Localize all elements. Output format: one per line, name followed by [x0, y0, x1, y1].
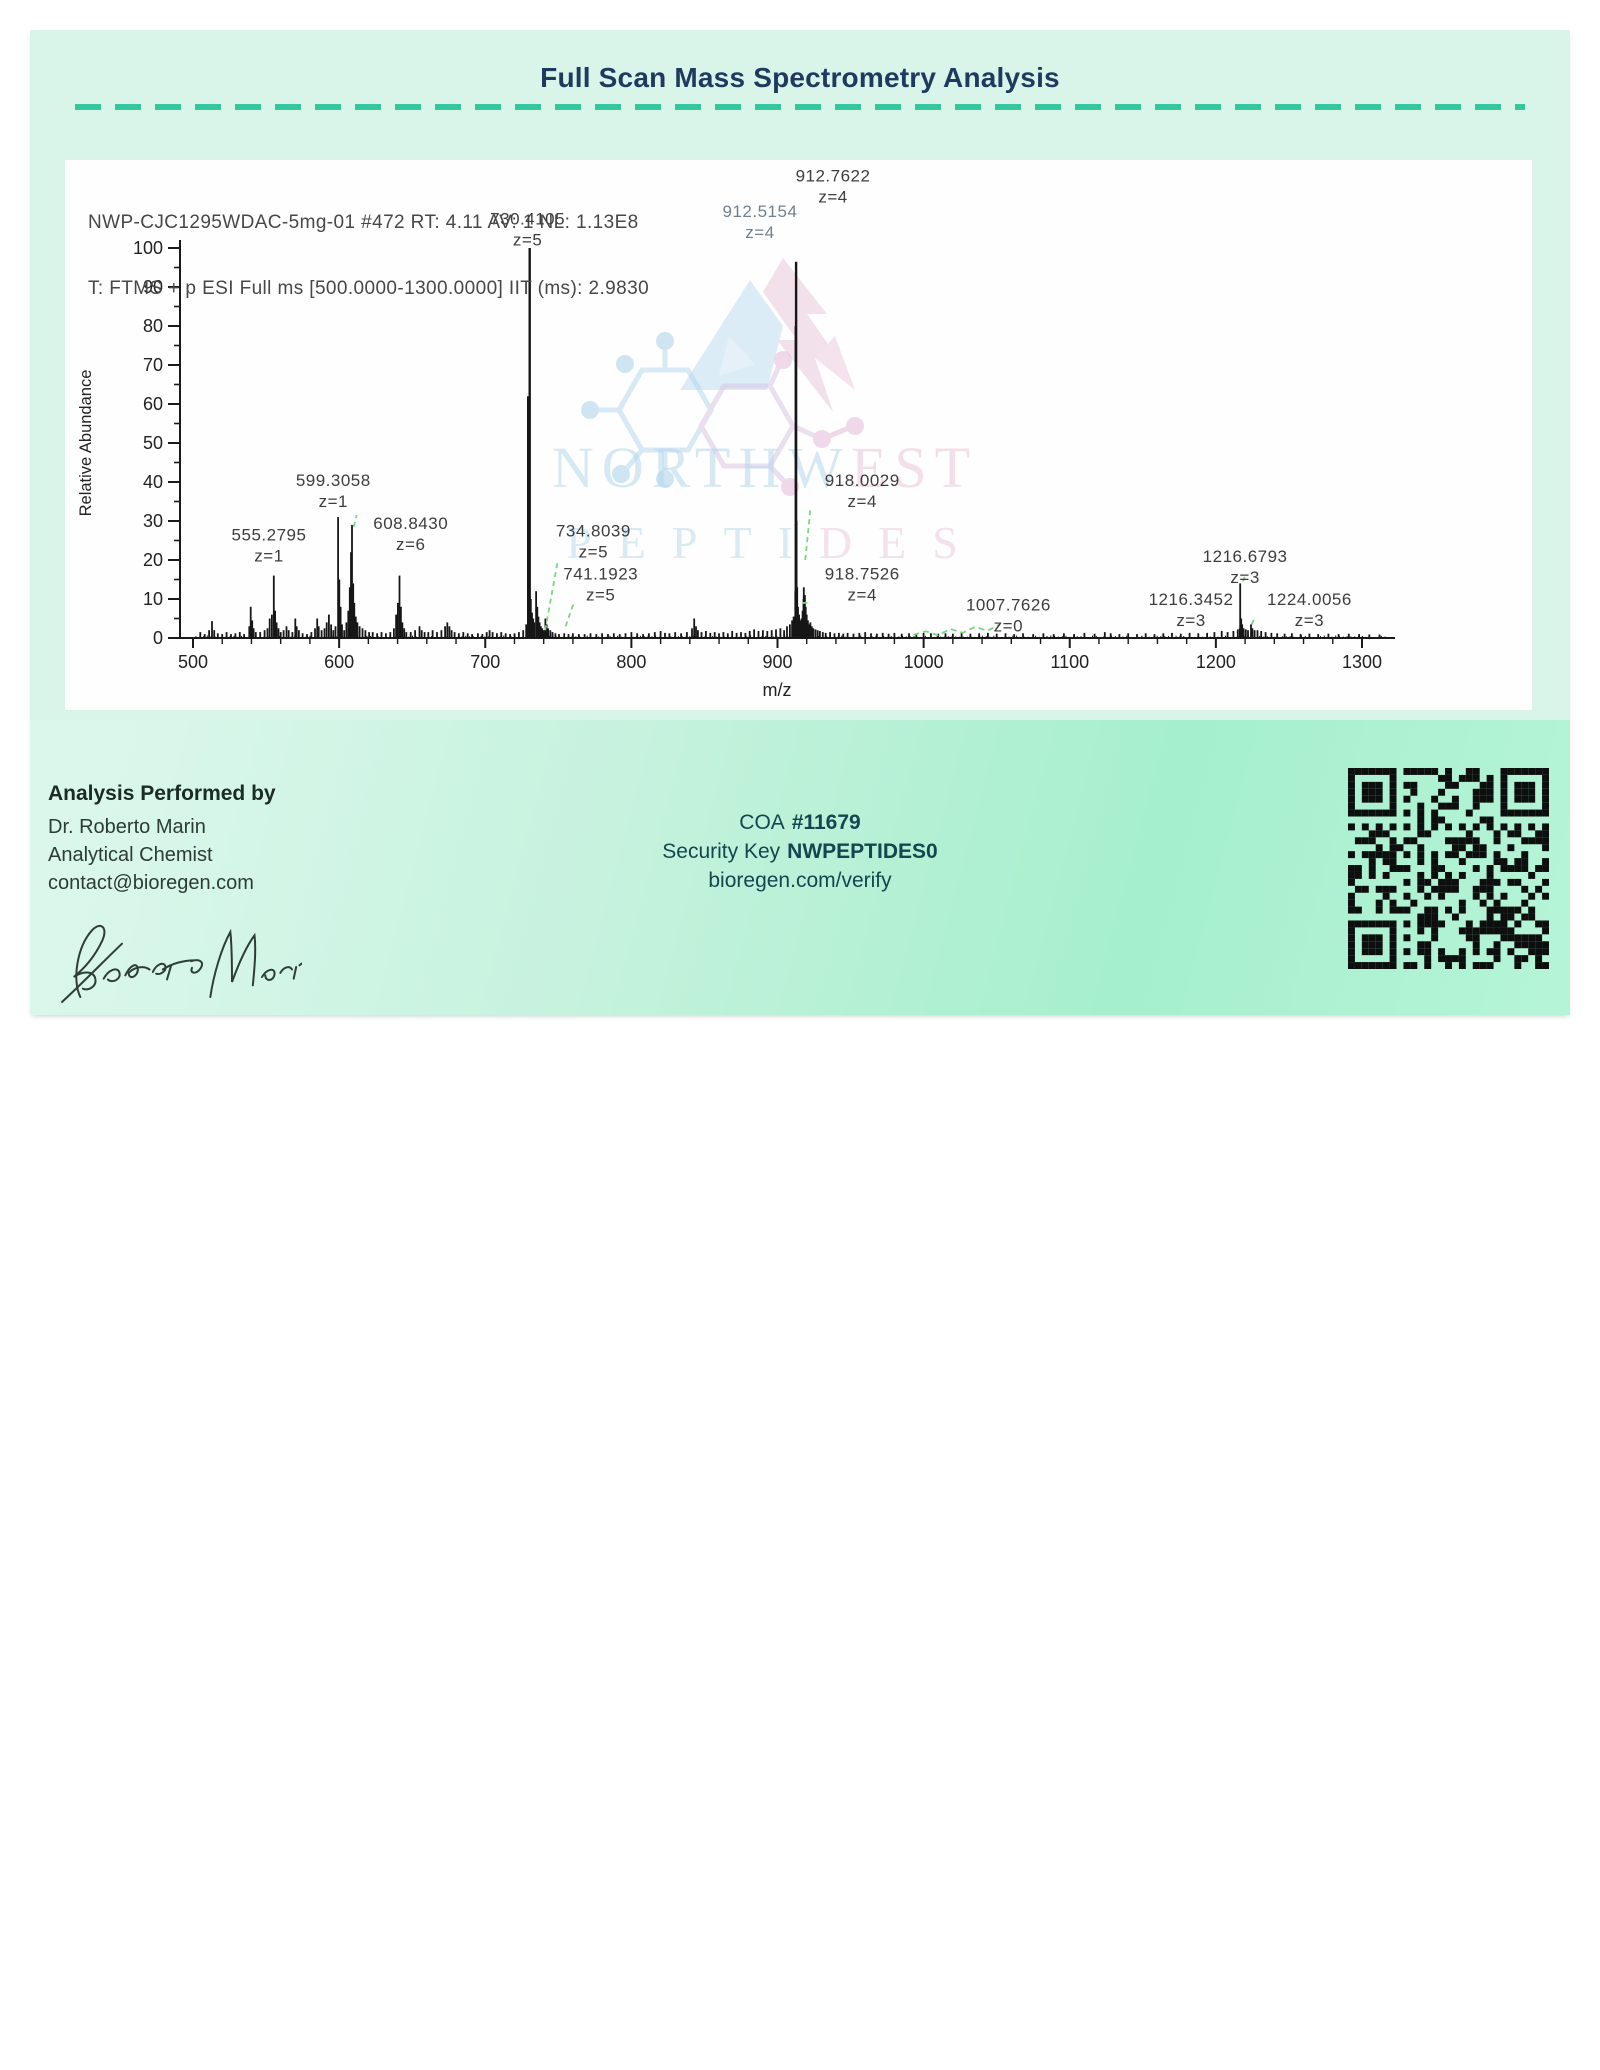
svg-text:z=1: z=1: [319, 492, 348, 511]
svg-text:z=0: z=0: [994, 617, 1023, 636]
svg-text:z=5: z=5: [579, 543, 608, 562]
analyst-role: Analytical Chemist: [48, 844, 213, 866]
svg-text:Relative Abundance: Relative Abundance: [77, 370, 95, 517]
footer-band: [30, 720, 1570, 1015]
svg-text:900: 900: [762, 652, 792, 672]
analyst-email: contact@bioregen.com: [48, 872, 254, 894]
analyst-name: Dr. Roberto Marin: [48, 816, 206, 838]
svg-text:z=4: z=4: [745, 223, 774, 242]
svg-text:90: 90: [143, 277, 163, 297]
svg-text:741.1923: 741.1923: [563, 565, 638, 584]
svg-text:NORTHWEST: NORTHWEST: [552, 435, 978, 500]
svg-text:z=1: z=1: [254, 547, 283, 566]
report-card: Full Scan Mass Spectrometry Analysis NWP…: [30, 30, 1570, 1015]
svg-text:z=3: z=3: [1230, 568, 1259, 587]
spectrum-chart-panel: NWP-CJC1295WDAC-5mg-01 #472 RT: 4.11 AV:…: [65, 160, 1532, 710]
svg-text:500: 500: [178, 652, 208, 672]
svg-text:z=4: z=4: [848, 492, 877, 511]
svg-text:100: 100: [133, 238, 163, 258]
security-key-line: Security Key NWPEPTIDES0: [30, 837, 1570, 866]
scan-header-line2: T: FTMS + p ESI Full ms [500.0000-1300.0…: [88, 278, 650, 299]
security-key-value: NWPEPTIDES0: [787, 840, 938, 863]
svg-text:50: 50: [143, 433, 163, 453]
scan-header: NWP-CJC1295WDAC-5mg-01 #472 RT: 4.11 AV:…: [88, 168, 649, 344]
svg-text:PEPTIDES: PEPTIDES: [566, 517, 984, 568]
svg-text:80: 80: [143, 316, 163, 336]
verification-block: COA #11679 Security Key NWPEPTIDES0 bioreg…: [30, 808, 1570, 895]
svg-text:30: 30: [143, 511, 163, 531]
coa-number: #11679: [791, 811, 861, 834]
svg-text:z=3: z=3: [1295, 611, 1324, 630]
svg-text:1224.0056: 1224.0056: [1267, 590, 1352, 609]
verify-url: bioregen.com/verify: [708, 869, 892, 892]
svg-text:z=4: z=4: [818, 188, 847, 207]
svg-text:40: 40: [143, 472, 163, 492]
svg-text:70: 70: [143, 355, 163, 375]
svg-text:1300: 1300: [1342, 652, 1382, 672]
svg-text:z=6: z=6: [396, 535, 425, 554]
analyst-block: Analysis Performed by Dr. Roberto Marin …: [48, 782, 276, 897]
svg-text:z=5: z=5: [513, 231, 542, 250]
svg-text:10: 10: [143, 589, 163, 609]
svg-text:730.4105: 730.4105: [490, 210, 565, 229]
analyst-signature: [61, 924, 302, 1003]
svg-text:599.3058: 599.3058: [296, 471, 371, 490]
coa-number-line: COA #11679: [30, 808, 1570, 837]
svg-text:1100: 1100: [1050, 652, 1089, 672]
svg-text:1000: 1000: [904, 652, 944, 672]
watermark-wordmark: NORTHWEST PEPTIDES: [552, 435, 984, 568]
svg-text:z=3: z=3: [1176, 611, 1205, 630]
svg-text:1216.3452: 1216.3452: [1149, 590, 1234, 609]
svg-text:z=4: z=4: [848, 586, 877, 605]
svg-text:1200: 1200: [1196, 652, 1236, 672]
svg-text:918.7526: 918.7526: [825, 565, 900, 584]
svg-text:912.5154: 912.5154: [723, 202, 798, 221]
page-title: Full Scan Mass Spectrometry Analysis: [540, 62, 1060, 93]
svg-text:700: 700: [470, 652, 500, 672]
svg-text:918.0029: 918.0029: [825, 471, 900, 490]
svg-text:800: 800: [616, 652, 646, 672]
svg-text:1007.7626: 1007.7626: [966, 596, 1051, 615]
svg-text:z=5: z=5: [586, 586, 615, 605]
mountain-icon: [680, 258, 855, 412]
svg-text:608.8430: 608.8430: [373, 514, 448, 533]
svg-text:734.8039: 734.8039: [556, 522, 631, 541]
svg-text:60: 60: [143, 394, 163, 414]
mass-spectrum-plot: 0 10 20 30 40 50 60 70 80 90 100 500 600 700 800 900 100…: [77, 167, 1395, 700]
dashed-divider: [75, 104, 1525, 110]
qr-code: [1348, 768, 1549, 969]
svg-text:555.2795: 555.2795: [232, 526, 307, 545]
svg-text:0: 0: [153, 628, 163, 648]
svg-text:600: 600: [324, 652, 354, 672]
coa-label: COA: [739, 811, 785, 834]
svg-text:m/z: m/z: [763, 680, 792, 700]
scan-header-line1: NWP-CJC1295WDAC-5mg-01 #472 RT: 4.11 AV:…: [88, 212, 639, 233]
security-key-label: Security Key: [662, 840, 781, 863]
svg-text:912.7622: 912.7622: [796, 167, 871, 186]
analyst-heading: Analysis Performed by: [48, 782, 276, 805]
svg-text:20: 20: [143, 550, 163, 570]
svg-text:1216.6793: 1216.6793: [1203, 547, 1288, 566]
